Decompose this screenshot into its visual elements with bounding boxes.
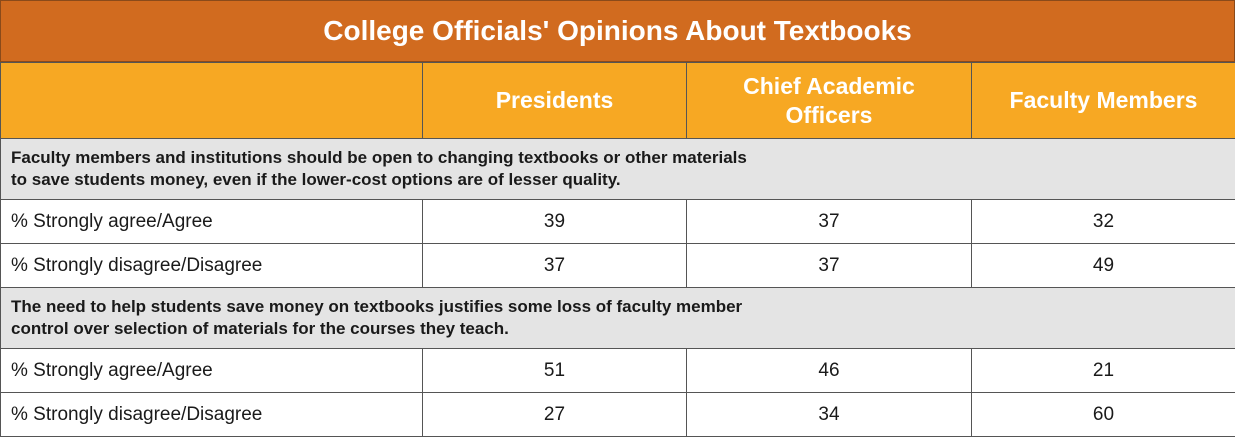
table-row: % Strongly agree/Agree 51 46 21 [1, 349, 1235, 393]
cell-presidents: 51 [423, 349, 687, 393]
column-header-blank [1, 63, 423, 139]
column-header-line: Officers [786, 102, 873, 128]
cell-presidents: 27 [423, 393, 687, 437]
table-title: College Officials' Opinions About Textbo… [0, 0, 1235, 62]
cell-chief-academic-officers: 34 [687, 393, 972, 437]
opinions-table: Presidents Chief Academic Officers Facul… [0, 62, 1235, 437]
cell-faculty-members: 32 [972, 200, 1235, 244]
cell-chief-academic-officers: 37 [687, 200, 972, 244]
question-row: Faculty members and institutions should … [1, 139, 1235, 200]
column-header-chief-academic-officers: Chief Academic Officers [687, 63, 972, 139]
cell-chief-academic-officers: 37 [687, 244, 972, 288]
question-line: to save students money, even if the lowe… [11, 170, 621, 189]
column-header-faculty-members: Faculty Members [972, 63, 1235, 139]
row-label: % Strongly disagree/Disagree [1, 244, 423, 288]
table-row: % Strongly disagree/Disagree 27 34 60 [1, 393, 1235, 437]
question-cell: The need to help students save money on … [1, 288, 1235, 349]
cell-faculty-members: 60 [972, 393, 1235, 437]
textbook-opinions-table-figure: College Officials' Opinions About Textbo… [0, 0, 1235, 428]
question-row: The need to help students save money on … [1, 288, 1235, 349]
question-line: Faculty members and institutions should … [11, 148, 747, 167]
question-line: The need to help students save money on … [11, 297, 742, 316]
row-label: % Strongly disagree/Disagree [1, 393, 423, 437]
cell-presidents: 39 [423, 200, 687, 244]
table-row: % Strongly agree/Agree 39 37 32 [1, 200, 1235, 244]
row-label: % Strongly agree/Agree [1, 349, 423, 393]
cell-faculty-members: 21 [972, 349, 1235, 393]
column-header-line: Chief Academic [743, 73, 915, 99]
question-cell: Faculty members and institutions should … [1, 139, 1235, 200]
cell-faculty-members: 49 [972, 244, 1235, 288]
column-header-presidents: Presidents [423, 63, 687, 139]
question-line: control over selection of materials for … [11, 319, 509, 338]
row-label: % Strongly agree/Agree [1, 200, 423, 244]
cell-presidents: 37 [423, 244, 687, 288]
column-header-row: Presidents Chief Academic Officers Facul… [1, 63, 1235, 139]
cell-chief-academic-officers: 46 [687, 349, 972, 393]
table-row: % Strongly disagree/Disagree 37 37 49 [1, 244, 1235, 288]
